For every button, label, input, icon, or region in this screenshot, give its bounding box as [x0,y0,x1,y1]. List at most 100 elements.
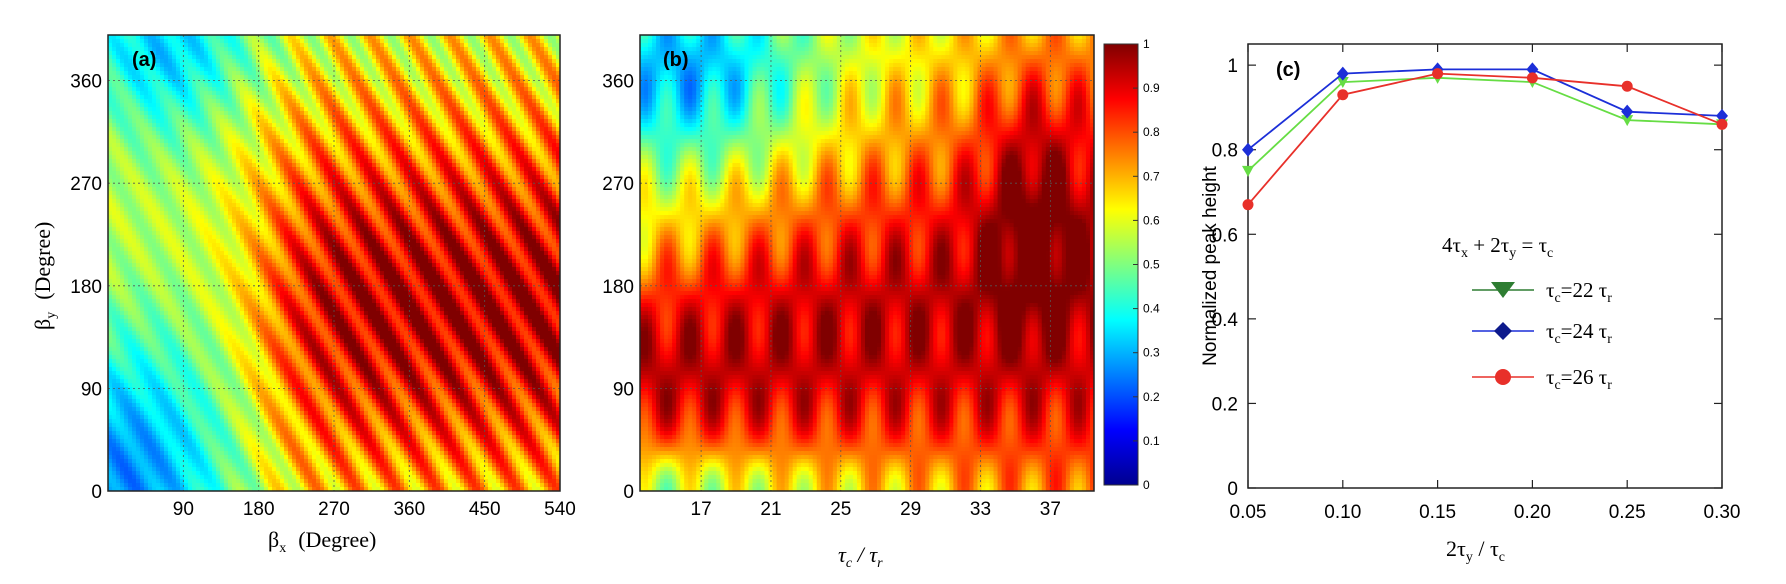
heat-cell [144,79,149,84]
heat-cell [236,419,241,424]
heat-cell [184,399,189,404]
heat-cell [248,319,253,324]
heat-cell [268,131,273,136]
heat-cell [148,323,153,328]
heat-cell [212,407,217,412]
heat-cell [132,167,137,172]
heat-cell [276,43,281,48]
heat-cell [192,475,197,480]
heat-cell [220,275,225,280]
heat-cell [200,187,205,192]
heat-cell [120,211,125,216]
heat-cell [164,79,169,84]
heat-cell [260,215,265,220]
heat-cell [208,467,213,472]
heat-cell [168,91,173,96]
heat-cell [280,131,285,136]
heat-cell [192,127,197,132]
heat-cell [120,39,125,44]
heat-cell [224,435,229,440]
heat-cell [216,179,221,184]
heat-cell [192,487,197,491]
heat-cell [152,227,157,232]
heat-cell [168,331,173,336]
heat-cell [112,335,117,340]
heat-cell [208,307,213,312]
heat-cell [192,171,197,176]
heat-cell [188,355,193,360]
heat-cell [172,91,177,96]
heat-cell [244,155,249,160]
heat-cell [136,91,141,96]
heat-cell [224,239,229,244]
heat-cell [108,167,113,172]
heat-cell [240,379,245,384]
heat-cell [256,251,261,256]
heat-cell [132,171,137,176]
heat-cell [220,483,225,488]
heat-cell [244,399,249,404]
heat-cell [196,35,201,40]
heat-cell [220,107,225,112]
heat-cell [232,251,237,256]
heat-cell [268,387,273,392]
heat-cell [268,459,273,464]
heat-cell [272,47,277,52]
heat-cell [132,367,137,372]
heat-cell [220,415,225,420]
heat-cell [176,71,181,76]
heat-cell [128,463,133,468]
heat-cell [208,79,213,84]
heat-cell [144,435,149,440]
heat-cell [280,243,285,248]
heat-cell [148,67,153,72]
heat-cell [176,43,181,48]
heat-cell [216,167,221,172]
heat-cell [124,459,129,464]
heat-cell [184,99,189,104]
heat-cell [256,315,261,320]
heat-cell [136,203,141,208]
heat-cell [256,235,261,240]
heat-cell [204,243,209,248]
heat-cell [236,299,241,304]
heat-cell [172,351,177,356]
heat-cell [156,407,161,412]
heat-cell [232,111,237,116]
heat-cell [272,355,277,360]
heat-cell [200,35,205,40]
heat-cell [180,363,185,368]
heat-cell [264,91,269,96]
heat-cell [240,183,245,188]
heat-cell [268,91,273,96]
heat-cell [224,411,229,416]
heat-cell [212,303,217,308]
heat-cell [176,363,181,368]
heat-cell [172,315,177,320]
heat-cell [264,323,269,328]
heat-cell [160,411,165,416]
heat-cell [176,163,181,168]
heat-cell [176,439,181,444]
heat-cell [244,471,249,476]
heat-cell [236,371,241,376]
heat-cell [160,439,165,444]
heat-cell [172,75,177,80]
heat-cell [260,75,265,80]
heat-cell [212,391,217,396]
heat-cell [132,211,137,216]
heat-cell [228,211,233,216]
heat-cell [176,327,181,332]
heat-cell [164,451,169,456]
heat-cell [120,451,125,456]
heat-cell [240,131,245,136]
heat-cell [136,143,141,148]
heat-cell [152,163,157,168]
heat-cell [172,403,177,408]
heat-cell [228,183,233,188]
heat-cell [176,271,181,276]
heat-cell [172,87,177,92]
heat-cell [180,123,185,128]
heat-cell [252,151,257,156]
heat-cell [200,375,205,380]
